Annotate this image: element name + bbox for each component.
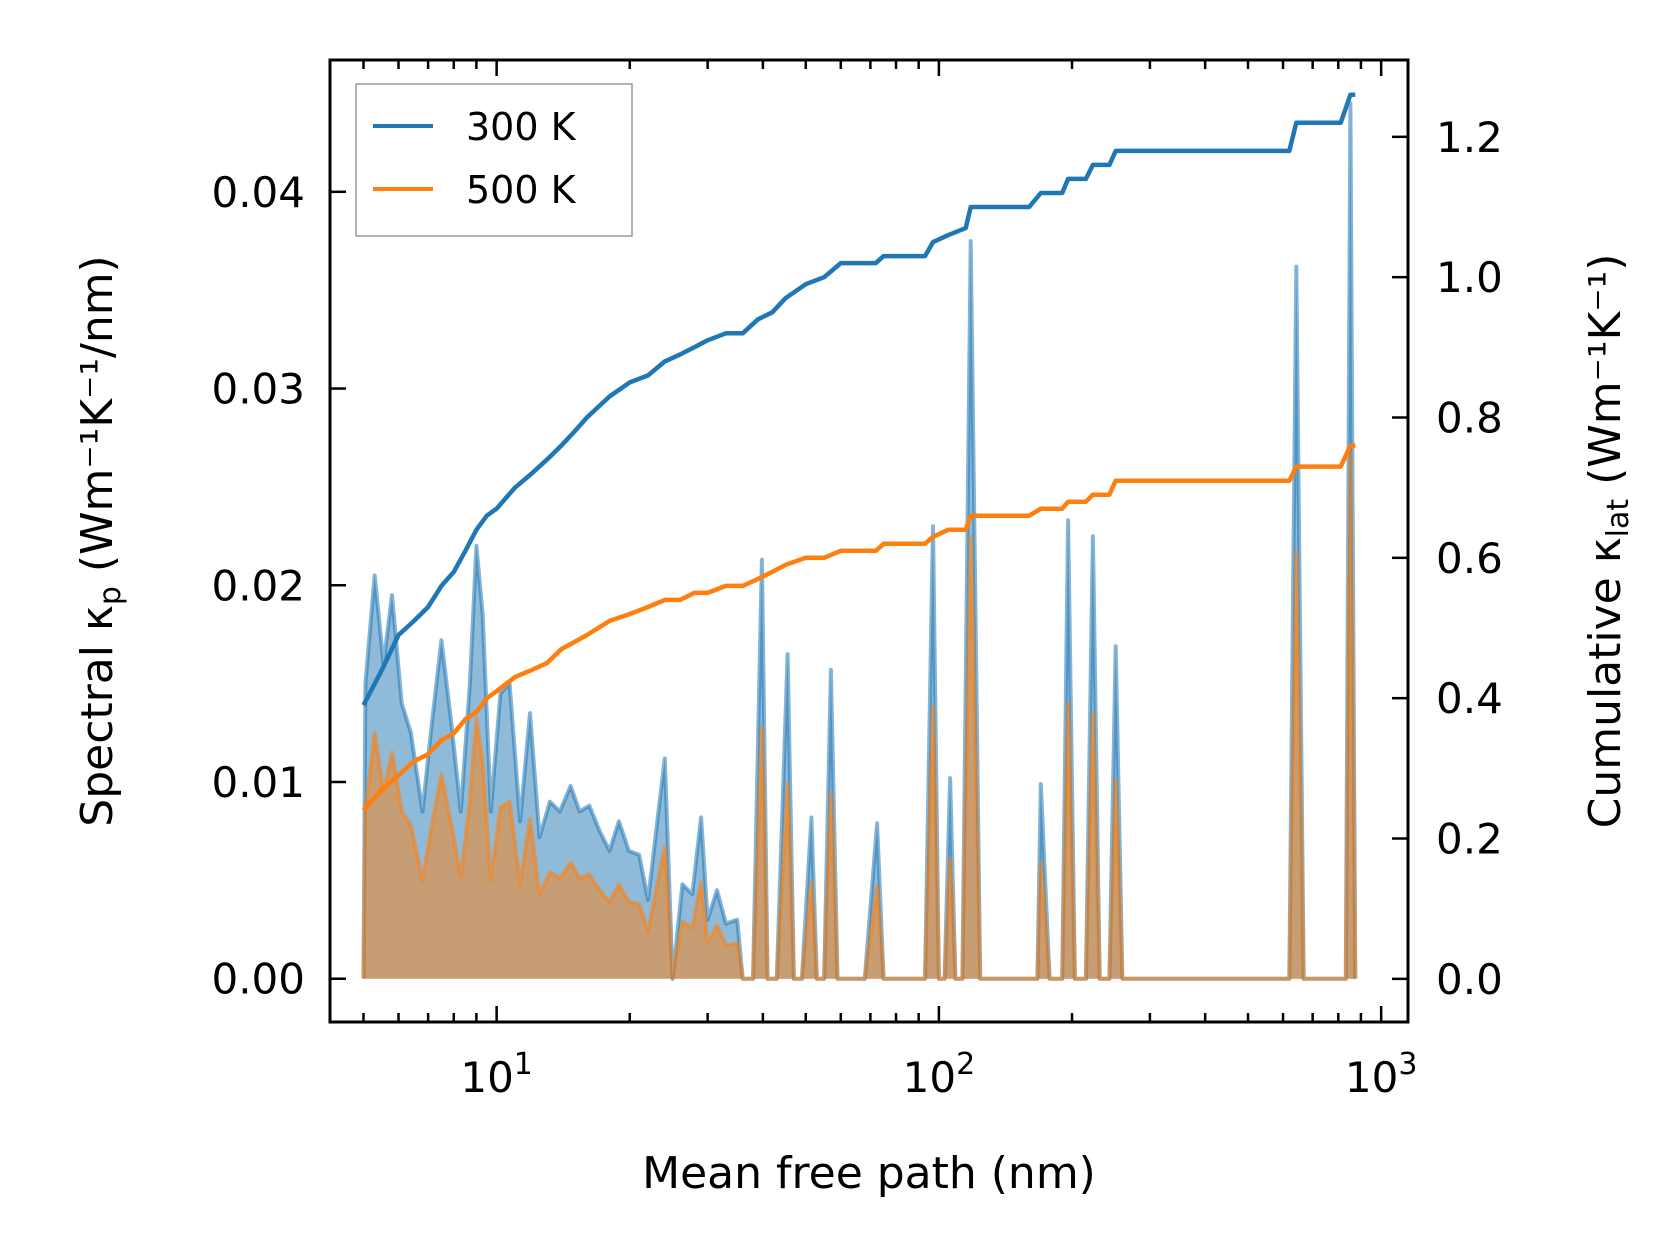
axis-tick-labels: 101 102 1030.000.010.020.030.040.00.20.40.… <box>211 113 1502 1102</box>
y-left-sub: p <box>93 586 128 605</box>
y-right-tick-label: 0.0 <box>1436 955 1503 1004</box>
y-left-tick-label: 0.02 <box>211 561 305 610</box>
cumulative-line-300k <box>361 92 1356 707</box>
y-left-tick-label: 0.04 <box>211 168 305 217</box>
spectral-line-500k <box>361 451 1358 981</box>
x-tick-exponent: 1 <box>514 1047 533 1082</box>
y-right-tick-label: 0.8 <box>1436 394 1503 443</box>
y-left-unit: (Wm⁻¹K⁻¹/nm) <box>72 255 123 586</box>
spectral-fill-500k <box>363 453 1356 979</box>
y-left-tick-label: 0.00 <box>211 955 305 1004</box>
spectral-fill-areas <box>363 103 1356 979</box>
x-tick-label: 103 <box>1345 1047 1418 1102</box>
spectral-line-300k <box>361 101 1358 981</box>
axis-ticks <box>330 60 1408 1022</box>
y-axis-label-right: Cumulative κlat (Wm⁻¹K⁻¹) <box>1580 254 1636 829</box>
y-left-tick-label: 0.01 <box>211 758 305 807</box>
x-tick-base: 10 <box>1345 1053 1398 1102</box>
y-right-sub: lat <box>1601 499 1636 538</box>
x-tick-base: 10 <box>460 1053 513 1102</box>
y-right-unit: (Wm⁻¹K⁻¹) <box>1580 254 1631 499</box>
spectral-lines <box>361 101 1358 981</box>
x-tick-label: 102 <box>903 1047 976 1102</box>
y-right-tick-label: 0.4 <box>1436 674 1503 723</box>
cumulative-lines <box>361 92 1356 812</box>
y-right-tick-label: 1.0 <box>1436 253 1503 302</box>
x-axis-label: Mean free path (nm) <box>642 1148 1096 1199</box>
y-right-tick-label: 1.2 <box>1436 113 1503 162</box>
y-left-main: Spectral κ <box>72 605 123 827</box>
y-right-main: Cumulative κ <box>1580 537 1631 828</box>
y-left-tick-label: 0.03 <box>211 365 305 414</box>
legend-label-300k: 300 K <box>466 105 577 149</box>
x-tick-exponent: 2 <box>956 1047 975 1082</box>
cumulative-line-500k <box>361 443 1356 812</box>
legend: 300 K 500 K <box>355 83 633 237</box>
x-tick-label: 101 <box>460 1047 533 1102</box>
y-axis-label-left: Spectral κp (Wm⁻¹K⁻¹/nm) <box>72 255 128 826</box>
legend-label-500k: 500 K <box>466 168 577 212</box>
plot-frame <box>328 58 1410 1024</box>
x-tick-exponent: 3 <box>1398 1047 1417 1082</box>
y-right-tick-label: 0.6 <box>1436 534 1503 583</box>
legend-box <box>355 83 633 237</box>
y-right-tick-label: 0.2 <box>1436 815 1503 864</box>
x-tick-base: 10 <box>903 1053 956 1102</box>
